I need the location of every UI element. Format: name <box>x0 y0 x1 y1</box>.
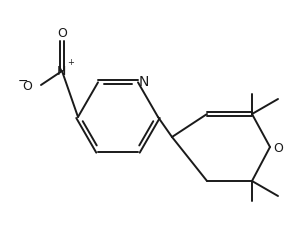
Text: O: O <box>273 141 283 154</box>
Text: O: O <box>57 27 67 40</box>
Text: N: N <box>139 75 149 89</box>
Text: O: O <box>22 79 32 92</box>
Text: −: − <box>18 74 28 87</box>
Text: N: N <box>56 64 66 77</box>
Text: +: + <box>67 58 74 67</box>
